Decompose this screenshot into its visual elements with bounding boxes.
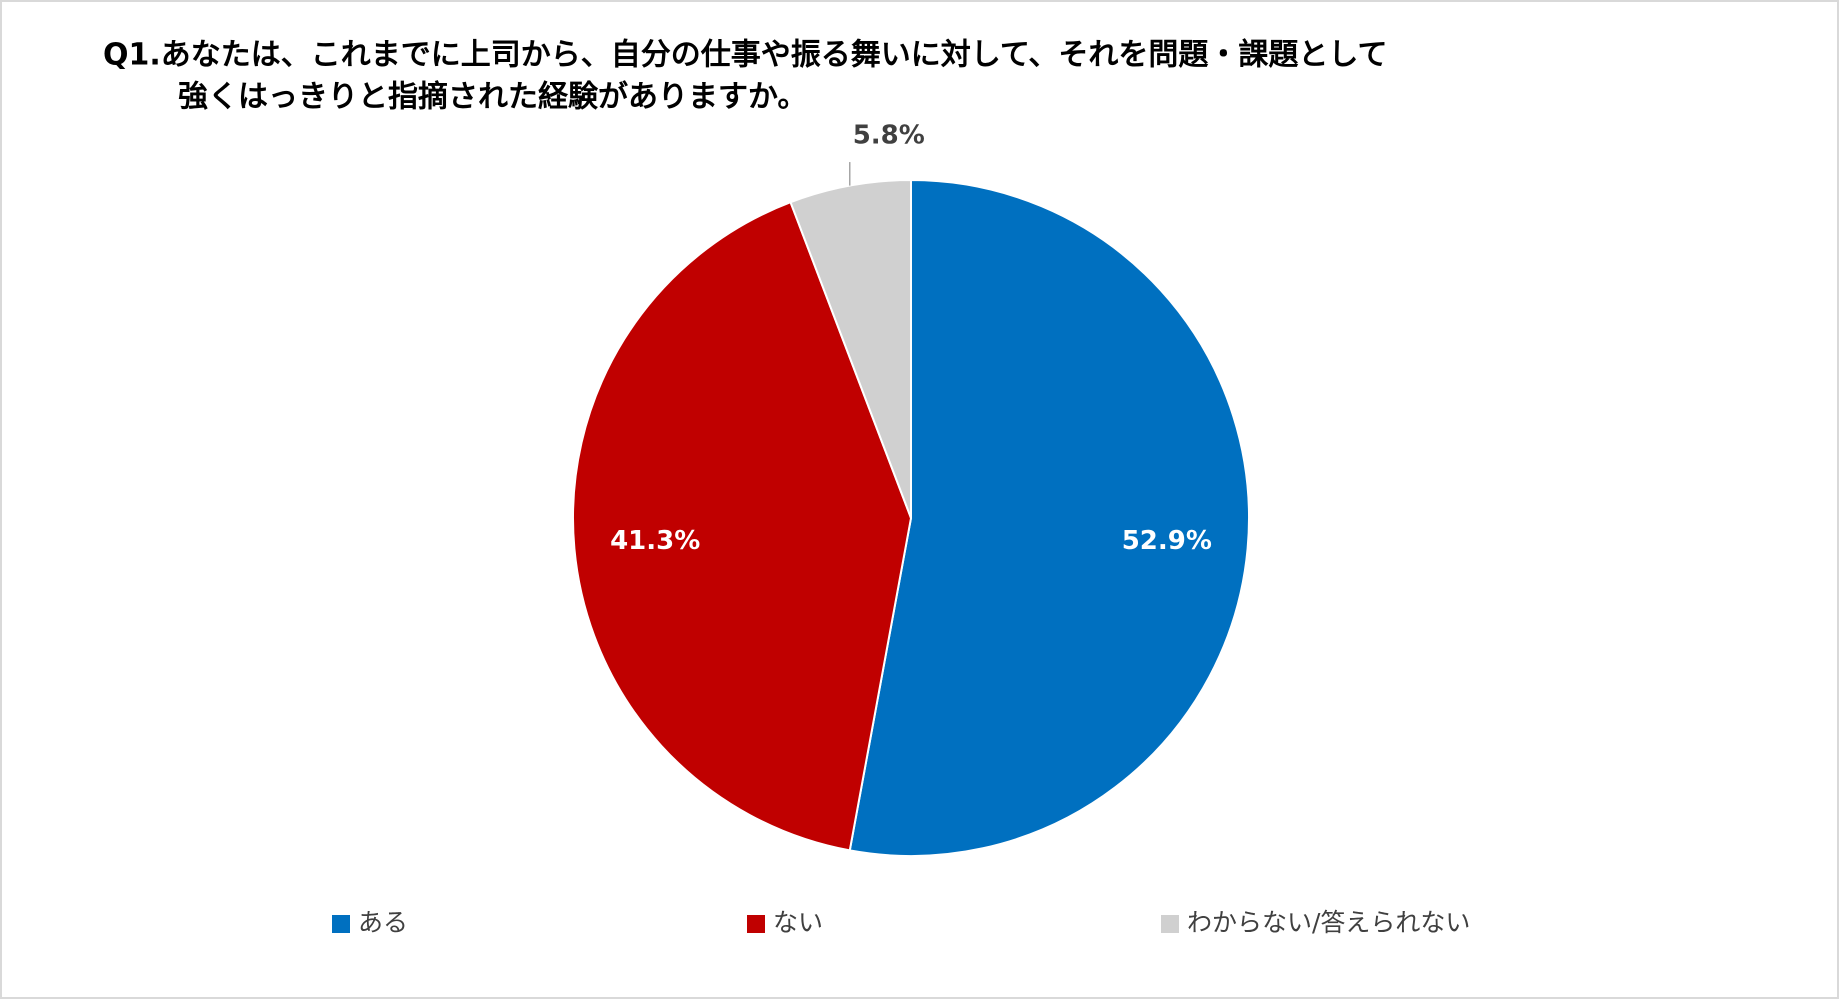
- data-label: 5.8%: [853, 121, 925, 151]
- chart-title: 強くはっきりと指摘された経験がありますか。: [178, 80, 807, 115]
- data-label: 41.3%: [610, 526, 700, 556]
- chart-title: Q1.あなたは、これまでに上司から、自分の仕事や振る舞いに対して、それを問題・課…: [103, 38, 1387, 73]
- legend-label: ない: [773, 908, 823, 937]
- legend-label: ある: [358, 908, 408, 937]
- legend-swatch: [747, 915, 765, 933]
- legend-label: わからない/答えられない: [1187, 908, 1470, 937]
- legend-swatch: [332, 915, 350, 933]
- pie-slice: [572, 200, 913, 852]
- pie-slice: [848, 178, 1251, 857]
- data-label: 52.9%: [1122, 526, 1212, 556]
- legend-swatch: [1161, 915, 1179, 933]
- pie-slice: [789, 178, 912, 519]
